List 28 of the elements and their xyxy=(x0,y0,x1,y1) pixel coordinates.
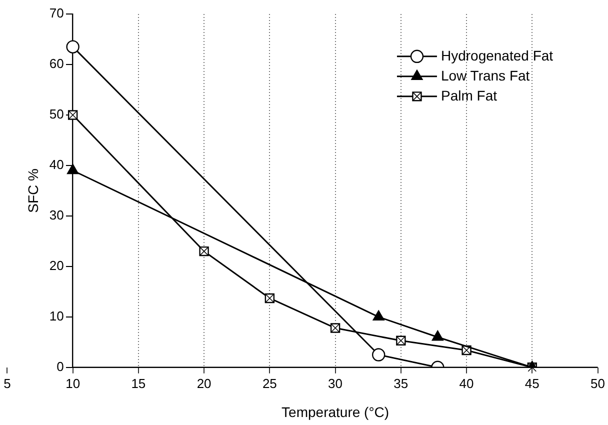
y-tick-label: 0 xyxy=(56,358,64,374)
x-tick-label: 10 xyxy=(66,376,80,391)
legend-label: Palm Fat xyxy=(440,87,498,104)
legend-label: Hydrogenated Fat xyxy=(440,47,554,64)
x-tick-label: 40 xyxy=(459,376,474,391)
y-tick-label: 50 xyxy=(49,106,64,122)
x-tick-label: 20 xyxy=(196,376,212,391)
x-tick-label: 45 xyxy=(524,376,540,391)
legend-label: Low Trans Fat xyxy=(440,67,530,84)
point xyxy=(372,348,386,362)
point xyxy=(66,40,80,54)
x-tick-label: 25 xyxy=(262,376,277,391)
y-tick-label: 10 xyxy=(49,308,64,324)
x-tick-label: 35 xyxy=(394,376,408,391)
y-tick-label: 20 xyxy=(49,258,64,274)
y-tick-label: 30 xyxy=(49,208,64,223)
y-tick-label: 40 xyxy=(49,157,64,172)
y-tick-label: 70 xyxy=(49,6,64,21)
x-axis-title: Temperature (°C) xyxy=(282,404,390,420)
point xyxy=(67,164,79,174)
x-tick-label: 50 xyxy=(590,376,606,391)
y-axis-title: SFC % xyxy=(24,168,41,213)
x-tick-label: 5 xyxy=(4,376,11,391)
point xyxy=(432,330,444,341)
x-tick-label: 15 xyxy=(131,376,146,391)
point xyxy=(372,310,384,321)
x-tick-label: 30 xyxy=(328,376,343,391)
y-tick-label: 60 xyxy=(49,56,64,72)
